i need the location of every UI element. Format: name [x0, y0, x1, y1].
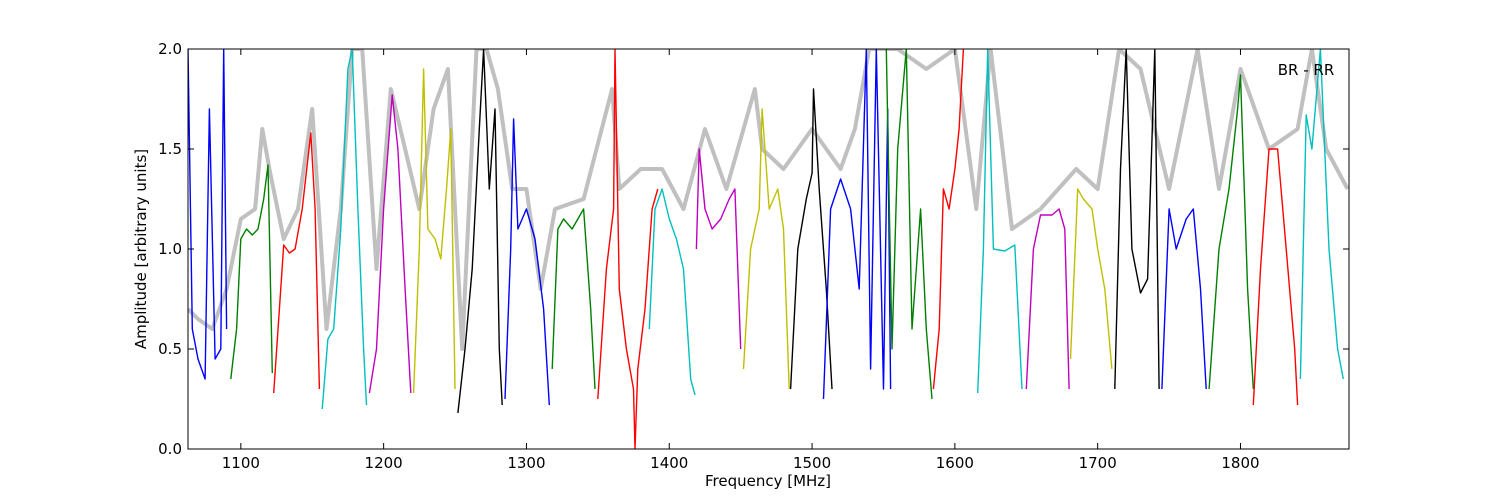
series-line — [977, 49, 1023, 394]
series-line — [273, 132, 321, 394]
series-line — [1069, 188, 1113, 370]
y-tick-label: 0.5 — [158, 340, 182, 358]
x-tick-label: 1300 — [507, 454, 545, 472]
y-tick-label: 0.0 — [158, 440, 182, 458]
series-line — [1025, 208, 1070, 390]
y-axis-label: Amplitude [arbitrary units] — [132, 149, 150, 349]
series-line — [742, 108, 790, 390]
lines — [188, 49, 1349, 449]
series-line — [1252, 148, 1299, 406]
series-line — [648, 188, 696, 396]
x-tick-label: 1500 — [793, 454, 831, 472]
series-line — [885, 49, 933, 400]
x-tick-label: 1100 — [222, 454, 260, 472]
x-tick-label: 1800 — [1221, 454, 1259, 472]
series-line — [368, 94, 412, 394]
series-line — [1208, 74, 1254, 390]
series-line — [597, 49, 659, 449]
y-tick-label: 1.0 — [158, 240, 182, 258]
series-line — [1114, 49, 1160, 390]
y-tick-label: 1.5 — [158, 140, 182, 158]
series-line — [1161, 208, 1207, 390]
x-tick-label: 1400 — [650, 454, 688, 472]
series-line — [1299, 49, 1344, 380]
series-line — [551, 208, 596, 390]
x-tick-label: 1200 — [365, 454, 403, 472]
x-axis-label: Frequency [MHz] — [705, 472, 831, 490]
series-line — [188, 49, 228, 380]
plot-area — [188, 49, 1349, 449]
series-line — [789, 88, 833, 390]
x-tick-label: 1700 — [1079, 454, 1117, 472]
series-line — [504, 118, 550, 406]
series-line — [457, 49, 503, 414]
series-line — [932, 49, 965, 390]
envelope-line — [188, 49, 1349, 351]
series-line — [695, 148, 742, 350]
series-line — [412, 68, 456, 394]
y-tick-label: 2.0 — [158, 40, 182, 58]
annotation: BR - RR — [1278, 61, 1335, 79]
series-line — [321, 49, 368, 410]
series-line — [230, 164, 273, 380]
series-line — [822, 49, 892, 400]
x-tick-label: 1600 — [936, 454, 974, 472]
